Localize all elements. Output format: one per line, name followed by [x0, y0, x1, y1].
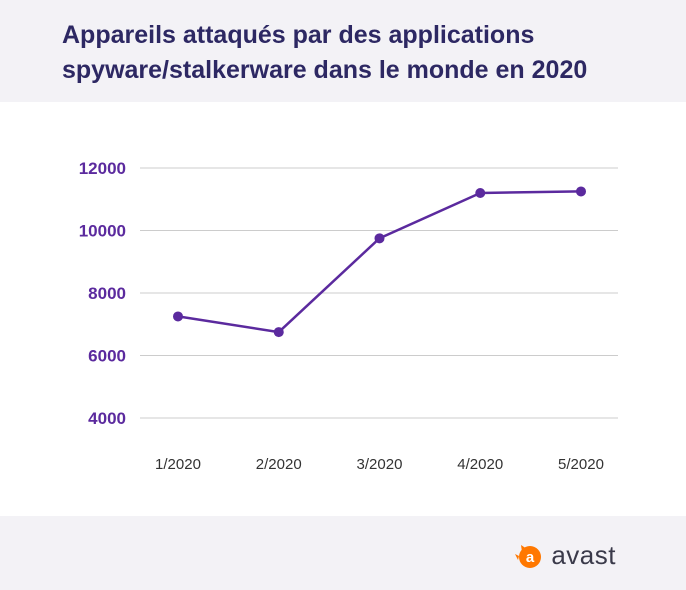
- series-line: [177, 190, 582, 334]
- y-tick-label: 10000: [79, 222, 126, 241]
- y-tick-label: 6000: [88, 347, 126, 366]
- x-axis-ticks: 1/2020 2/2020 3/2020 4/2020 5/2020: [155, 456, 604, 473]
- avast-logo-icon: a: [515, 545, 542, 568]
- chart-title: Appareils attaqués par des applications …: [62, 18, 662, 88]
- x-tick-label: 4/2020: [457, 456, 503, 473]
- y-tick-label: 4000: [88, 409, 126, 428]
- header-band: Appareils attaqués par des applications …: [0, 0, 686, 102]
- data-point-0: [173, 311, 183, 322]
- x-tick-label: 3/2020: [357, 456, 403, 473]
- y-tick-label: 12000: [79, 159, 126, 178]
- x-tick-label: 1/2020: [155, 456, 201, 473]
- grid-lines: [140, 167, 618, 419]
- line-chart: 4000 6000 8000 10000 12000 1/2020 2/2020 3/202…: [79, 159, 618, 473]
- y-tick-label: 8000: [88, 284, 126, 303]
- x-tick-label: 5/2020: [558, 456, 604, 473]
- avast-logo: a avast: [513, 538, 616, 572]
- data-point-4: [576, 186, 586, 197]
- data-point-1: [273, 327, 284, 338]
- data-point-2: [374, 233, 385, 244]
- chart-title-line-2: spyware/stalkerware dans le monde en 202…: [62, 56, 588, 84]
- svg-text:a: a: [526, 549, 535, 566]
- x-tick-label: 2/2020: [256, 456, 302, 473]
- avast-wordmark: avast: [551, 539, 616, 570]
- y-axis-ticks: 4000 6000 8000 10000 12000: [79, 159, 126, 428]
- chart-title-line-1: Appareils attaqués par des applications: [62, 21, 535, 49]
- data-point-3: [475, 188, 486, 198]
- data-points: [173, 186, 586, 338]
- footer-band: a avast: [0, 516, 686, 590]
